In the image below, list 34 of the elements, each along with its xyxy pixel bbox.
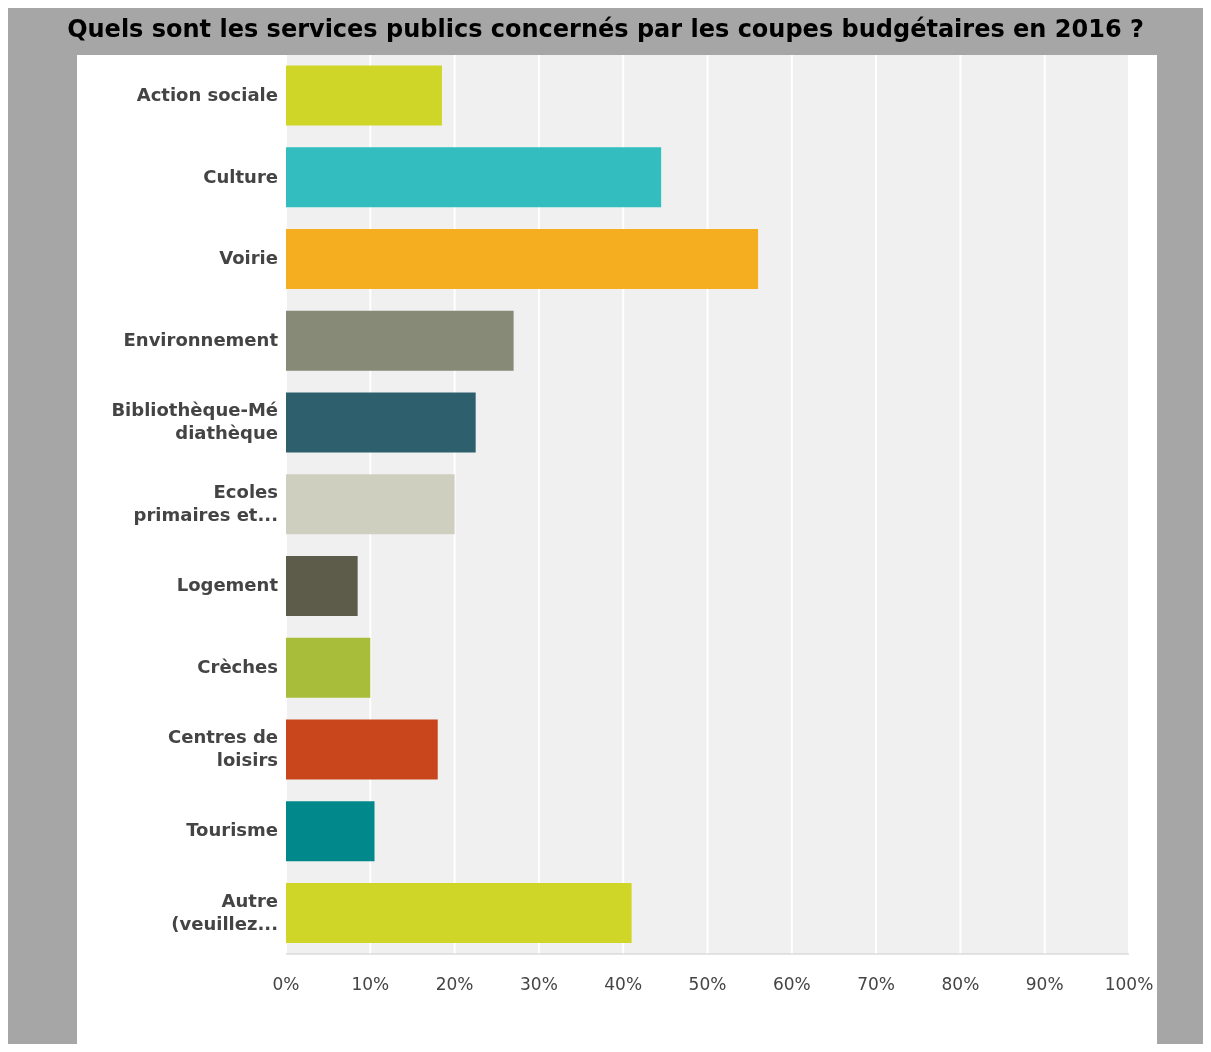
x-tick-label: 90% bbox=[1025, 974, 1064, 995]
x-tick-label: 60% bbox=[772, 974, 811, 995]
bar bbox=[286, 392, 476, 453]
y-tick-label: Environnement bbox=[123, 329, 279, 351]
y-tick-label: Ecoles primaires et... bbox=[133, 481, 278, 525]
y-tick-label: Autre (veuillez... bbox=[171, 889, 278, 934]
x-tick-label: 30% bbox=[520, 974, 558, 995]
x-tick-label: 50% bbox=[688, 974, 727, 995]
x-tick-label: 0% bbox=[272, 974, 300, 995]
y-tick-label: Action sociale bbox=[136, 83, 278, 105]
y-tick-label: Tourisme bbox=[186, 819, 278, 841]
x-tick-label: 80% bbox=[941, 974, 980, 995]
bar bbox=[286, 801, 375, 862]
bar bbox=[286, 637, 371, 698]
x-tick-label: 100% bbox=[1104, 974, 1154, 995]
bar bbox=[286, 310, 514, 371]
y-tick-label: Crèches bbox=[197, 655, 278, 677]
bar bbox=[286, 882, 632, 943]
x-tick-label: 10% bbox=[351, 974, 390, 995]
bar bbox=[286, 229, 759, 290]
x-tick-label: 70% bbox=[857, 974, 895, 995]
chart-title: Quels sont les services publics concernés par les coupes budgétaires en 2016 ? bbox=[66, 14, 1145, 45]
y-tick-label: Voirie bbox=[219, 247, 278, 269]
bar bbox=[286, 147, 662, 208]
bar bbox=[286, 719, 438, 780]
bar bbox=[286, 65, 442, 126]
x-tick-label: 20% bbox=[435, 974, 474, 995]
bar bbox=[286, 474, 455, 535]
bar bbox=[286, 555, 358, 616]
y-tick-label: Bibliothèque-Médiathèque bbox=[111, 399, 278, 444]
y-tick-label: Culture bbox=[203, 165, 278, 187]
y-tick-label: Logement bbox=[176, 574, 279, 596]
x-tick-label: 40% bbox=[604, 974, 643, 995]
y-tick-label: Centres de loisirs bbox=[168, 726, 278, 771]
